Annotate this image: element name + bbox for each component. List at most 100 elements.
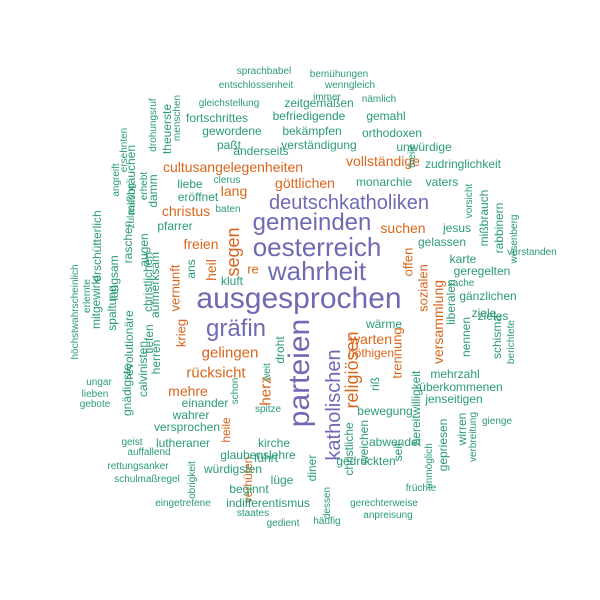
word-cloud-word: gänzlichen (459, 289, 517, 303)
word-cloud-word: gienge (481, 416, 513, 427)
word-cloud-word: monarchie (355, 175, 413, 189)
word-cloud-word: gleichstellung (198, 98, 260, 109)
word-cloud-word: mehre (168, 383, 208, 399)
word-cloud-word: baten (215, 204, 241, 215)
word-cloud-word: berichtete (506, 320, 517, 364)
word-cloud-word: göttlichen (275, 175, 335, 191)
word-cloud-word: früchte (405, 483, 437, 494)
word-cloud-word: sprachbabel (236, 66, 292, 77)
word-cloud-word: re (247, 261, 259, 277)
word-cloud-word: spitze (254, 404, 282, 415)
word-cloud-word: nämlich (361, 94, 397, 105)
word-cloud-word: cultusangelegenheiten (162, 159, 304, 175)
word-cloud-word: zeitgemäßen (284, 96, 354, 110)
word-cloud-word: schon (230, 377, 241, 405)
word-cloud-word: deutschkatholiken (268, 192, 430, 214)
word-cloud-word: bemühungen (309, 69, 369, 80)
word-cloud-word: einander (181, 396, 229, 410)
word-cloud-word: unmöglich (424, 443, 435, 489)
word-cloud-word: gedrückten (336, 454, 396, 468)
word-cloud-word: droht (273, 336, 287, 364)
word-cloud-word: geist (121, 437, 143, 448)
word-cloud-word: gewordene (202, 124, 262, 138)
word-cloud-word: augen (137, 233, 151, 267)
word-cloud-word: wahrer (172, 408, 210, 422)
word-cloud-word: lüge (270, 473, 294, 487)
word-cloud-word: ersehnten (119, 127, 130, 173)
word-cloud-word: höchstwahrscheinlich (70, 264, 81, 360)
word-cloud-word: gnädigste (120, 363, 134, 417)
word-cloud-word: häufig (313, 516, 341, 527)
word-cloud-word: jenseitigen (425, 392, 483, 406)
word-cloud-word: wenngleich (324, 80, 376, 91)
word-cloud-word: sache (447, 278, 475, 289)
word-cloud-word: segen (223, 227, 243, 277)
word-cloud-word: ausgesprochen (196, 282, 402, 315)
word-cloud-word: drohungsruf (148, 98, 159, 152)
word-cloud-word: kluft (220, 274, 244, 288)
word-cloud-word: nennen (459, 316, 473, 358)
word-cloud-word: eröffnet (177, 190, 219, 204)
word-cloud-word: schulmaßregel (114, 474, 180, 485)
word-cloud-word: katholischen (323, 349, 345, 461)
word-cloud-word: lieben (81, 389, 109, 400)
word-cloud-word: indifferentismus (226, 496, 310, 510)
word-cloud-word: lang (220, 183, 248, 199)
word-cloud-word: heil (203, 259, 219, 281)
word-cloud-word: überkommenen (419, 380, 503, 394)
word-cloud-word: gerechterweise (350, 498, 418, 509)
word-cloud-word: christliche (342, 422, 356, 476)
word-cloud-word: gedient (266, 518, 300, 529)
word-cloud-word: schisma (490, 314, 504, 360)
word-cloud-word: mehrzahl (430, 367, 480, 381)
word-cloud-word: mißbrauch (477, 189, 491, 247)
word-cloud-word: geregelten (453, 264, 511, 278)
word-cloud-word: gemeinden (252, 209, 372, 236)
word-cloud-word: vollständige (346, 153, 420, 169)
word-cloud-word: sozialen (415, 264, 431, 312)
word-cloud-word: gelassen (417, 235, 467, 249)
word-cloud-word: wahrheit (267, 256, 367, 286)
word-cloud-word: obrigkeit (187, 461, 198, 499)
word-cloud-word: vernunft (167, 264, 183, 312)
word-cloud-word: gepriesen (436, 418, 450, 472)
word-cloud-word: würdigsten (203, 462, 263, 476)
word-cloud-word: riß (368, 377, 382, 391)
word-cloud-word: verstanden (507, 247, 557, 258)
word-cloud-word: kirche (257, 436, 291, 450)
word-cloud-word: vaters (425, 175, 459, 189)
word-cloud-word: theile (407, 144, 418, 168)
word-cloud-word: parteien (283, 318, 316, 428)
word-cloud-word: erlernte (82, 279, 93, 313)
word-cloud-word: entschlossenheit (218, 80, 294, 91)
word-cloud-word: liebe (177, 177, 203, 191)
word-cloud-word: zulassung (126, 183, 137, 229)
word-cloud-word: orthodoxen (361, 126, 423, 140)
word-cloud-word: karte (449, 252, 477, 266)
word-cloud-word: erschütterlich (90, 210, 104, 282)
word-cloud-word: weichen (357, 419, 371, 465)
word-cloud-word: rettungsanker (107, 461, 169, 472)
word-cloud-word: krieg (173, 318, 189, 348)
word-cloud-word: clerus (213, 175, 241, 186)
word-cloud-word: anpreisung (363, 510, 413, 521)
word-cloud-word: erhebt (139, 171, 150, 201)
word-cloud-word: gelingen (201, 344, 259, 362)
word-cloud-word: oesterreich (252, 232, 382, 262)
word-cloud-word: gräfin (205, 315, 267, 342)
word-cloud-word: zudringlichkeit (424, 157, 502, 171)
word-cloud-word: heile (219, 417, 233, 443)
word-cloud-word: offen (400, 247, 416, 277)
word-cloud-word: langsam (107, 255, 121, 301)
word-cloud-word: staates (236, 508, 270, 519)
word-cloud-word: weit (262, 363, 273, 381)
word-cloud-word: bekämpfen (282, 124, 342, 138)
word-cloud-word: seit (391, 442, 405, 462)
word-cloud-word: paßt (216, 138, 242, 152)
word-cloud-word: pfarrer (157, 219, 193, 233)
word-cloud-word: menschen (172, 94, 183, 142)
word-cloud-word: eingetretene (155, 498, 211, 509)
word-cloud-word: anderseits (233, 144, 289, 158)
word-cloud-word: rabbinern (492, 202, 506, 254)
